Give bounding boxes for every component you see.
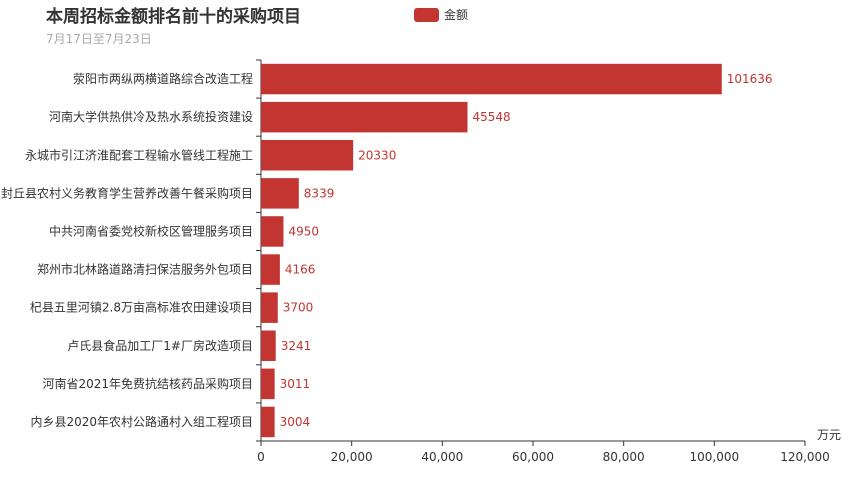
bar[interactable]	[261, 101, 468, 133]
bar[interactable]	[261, 63, 722, 95]
y-tick-label: 郑州市北林路道路清扫保洁服务外包项目	[37, 262, 253, 277]
y-tick-label: 杞县五里河镇2.8万亩高标准农田建设项目	[30, 300, 253, 315]
chart-subtitle: 7月17日至7月23日	[46, 32, 152, 46]
data-label: 101636	[727, 72, 773, 86]
x-tick-label: 0	[257, 450, 265, 464]
bar[interactable]	[261, 292, 278, 323]
data-label: 3700	[283, 301, 314, 315]
bar[interactable]	[261, 178, 299, 209]
bar[interactable]	[261, 368, 275, 400]
x-tick-label: 80,000	[603, 450, 645, 464]
y-tick-label: 荥阳市两纵两横道路综合改造工程	[73, 71, 253, 86]
data-label: 3011	[280, 377, 311, 391]
bar[interactable]	[261, 216, 284, 247]
legend-label: 金额	[444, 8, 469, 22]
y-tick-label: 内乡县2020年农村公路通村入组工程项目	[30, 414, 253, 429]
y-tick-label: 封丘县农村义务教育学生营养改善午餐采购项目	[1, 185, 253, 200]
y-tick-label: 河南省2021年免费抗结核药品采购项目	[42, 376, 253, 391]
y-tick-label: 中共河南省委党校新校区管理服务项目	[49, 223, 253, 238]
y-tick-label: 永城市引江济淮配套工程输水管线工程施工	[25, 147, 253, 162]
x-axis-label: 万元	[817, 428, 841, 442]
x-tick-label: 100,000	[690, 450, 740, 464]
x-tick-label: 60,000	[512, 450, 554, 464]
y-tick-label: 卢氏县食品加工厂1#厂房改造项目	[67, 338, 253, 353]
legend-swatch	[414, 7, 439, 22]
chart-title: 本周招标金额排名前十的采购项目	[46, 7, 301, 27]
data-label: 20330	[358, 148, 396, 162]
bar[interactable]	[261, 330, 276, 361]
y-tick-label: 河南大学供热供冷及热水系统投资建设	[49, 109, 253, 124]
data-label: 4166	[285, 263, 316, 277]
x-tick-label: 20,000	[331, 450, 373, 464]
bar[interactable]	[261, 254, 280, 285]
bar[interactable]	[261, 140, 354, 171]
data-label: 4950	[288, 224, 319, 238]
data-label: 8339	[304, 186, 335, 200]
data-label: 3241	[281, 339, 312, 353]
legend-item[interactable]: 金额	[414, 6, 468, 23]
data-label: 45548	[472, 110, 510, 124]
bar[interactable]	[261, 406, 275, 438]
data-label: 3004	[280, 415, 311, 429]
x-tick-label: 120,000	[780, 450, 830, 464]
x-tick-label: 40,000	[421, 450, 463, 464]
